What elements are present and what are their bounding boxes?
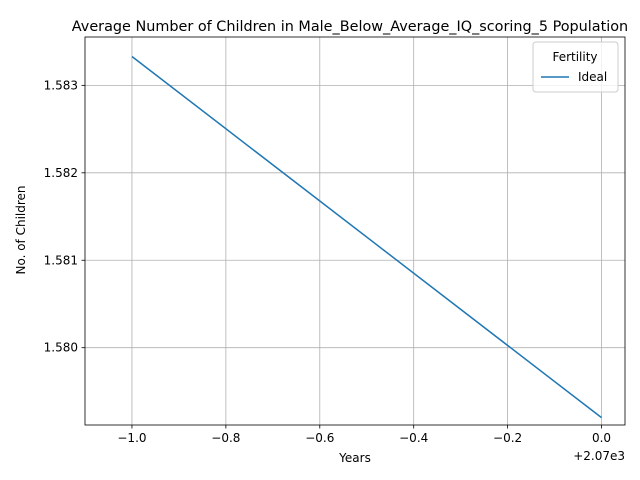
x-axis-offset-label: +2.07e3 bbox=[573, 449, 625, 463]
legend-box bbox=[532, 41, 619, 93]
chart-title: Average Number of Children in Male_Below… bbox=[72, 19, 628, 35]
x-tick-label: −1.0 bbox=[117, 431, 146, 445]
x-tick-label: −0.2 bbox=[493, 431, 522, 445]
series-layer bbox=[131, 55, 602, 419]
legend-label-ideal: Ideal bbox=[578, 70, 607, 84]
legend: Fertility Ideal bbox=[532, 41, 619, 93]
x-axis-label: Years bbox=[338, 451, 371, 465]
y-tick-label: 1.583 bbox=[44, 78, 78, 92]
legend-title: Fertility bbox=[552, 50, 597, 64]
y-axis-label: No. of Children bbox=[14, 185, 28, 274]
series-line-ideal bbox=[131, 55, 602, 419]
x-axis-ticks: −1.0 −0.8 −0.6 −0.4 −0.2 0.0 bbox=[117, 425, 611, 445]
x-tick-label: −0.4 bbox=[399, 431, 428, 445]
x-tick-label: −0.6 bbox=[305, 431, 334, 445]
plot-area-frame bbox=[84, 36, 626, 426]
y-tick-label: 1.580 bbox=[44, 341, 78, 355]
y-tick-label: 1.582 bbox=[44, 166, 78, 180]
y-tick-label: 1.581 bbox=[44, 253, 78, 267]
x-tick-label: −0.8 bbox=[211, 431, 240, 445]
y-axis-ticks: 1.580 1.581 1.582 1.583 bbox=[44, 78, 85, 355]
x-tick-label: 0.0 bbox=[592, 431, 611, 445]
